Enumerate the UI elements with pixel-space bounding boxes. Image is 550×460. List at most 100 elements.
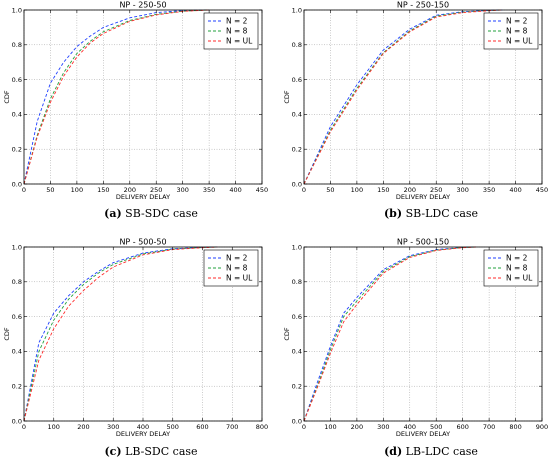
x-tick-label: 400: [509, 186, 521, 194]
figure-caption: (b) SB-LDC case: [384, 207, 478, 220]
chart-title: NP - 500-50: [119, 238, 166, 247]
series-line-1: [303, 9, 503, 185]
chart-title: NP - 250-50: [119, 1, 166, 10]
y-tick-label: 1.0: [12, 6, 22, 14]
y-tick-label: 0.0: [12, 180, 22, 188]
x-tick-label: 500: [430, 423, 442, 431]
series-line-1: [23, 246, 218, 422]
y-axis-label: CDF: [3, 327, 11, 341]
x-tick-label: 400: [137, 423, 149, 431]
x-tick-label: 800: [256, 423, 268, 431]
x-tick-label: 150: [377, 186, 389, 194]
caption-tag: (c): [104, 445, 121, 458]
series-line-2: [303, 9, 503, 185]
y-tick-label: 0.4: [12, 111, 22, 119]
y-tick-label: 0.6: [292, 313, 302, 321]
x-tick-label: 900: [536, 423, 548, 431]
y-tick-label: 0.8: [292, 278, 302, 286]
x-tick-label: 800: [509, 423, 521, 431]
y-tick-label: 0.0: [292, 180, 302, 188]
x-tick-label: 600: [456, 423, 468, 431]
figure-caption: (c) LB-SDC case: [104, 445, 197, 458]
legend-label-2: N = 8: [506, 27, 528, 36]
x-axis-label: DELIVERY DELAY: [396, 193, 450, 201]
y-tick-label: 0.0: [12, 417, 22, 425]
x-tick-label: 300: [456, 186, 468, 194]
x-tick-label: 300: [377, 423, 389, 431]
x-tick-label: 150: [97, 186, 109, 194]
y-tick-label: 0.8: [12, 278, 22, 286]
x-tick-label: 250: [430, 186, 442, 194]
figure-caption: (d) LB-LDC case: [384, 445, 478, 458]
y-tick-label: 0.2: [12, 146, 22, 154]
legend-label-3: N = UL: [506, 274, 533, 283]
series-line-3: [23, 246, 218, 422]
x-tick-label: 350: [483, 186, 495, 194]
x-axis-label: DELIVERY DELAY: [116, 430, 170, 438]
caption-tag: (d): [384, 445, 402, 458]
legend: N = 2N = 8N = UL: [203, 249, 259, 287]
series-line-3: [303, 9, 503, 185]
x-tick-label: 300: [107, 423, 119, 431]
y-tick-label: 0.4: [292, 348, 302, 356]
caption-text: LB-LDC case: [402, 445, 478, 458]
legend-label-2: N = 8: [226, 27, 248, 36]
legend-label-1: N = 2: [226, 254, 248, 263]
figure-caption: (a) SB-SDC case: [104, 207, 198, 220]
series-line-3: [303, 246, 476, 422]
y-tick-label: 0.8: [292, 41, 302, 49]
x-tick-label: 0: [22, 186, 26, 194]
x-tick-label: 100: [48, 423, 60, 431]
series-line-3: [23, 9, 210, 185]
x-tick-label: 0: [302, 186, 306, 194]
legend-label-1: N = 2: [226, 17, 248, 26]
legend-label-1: N = 2: [506, 17, 528, 26]
chart-panel-2: 0 50 100 150 200 250 300 350 400 450 0.0 0.2 0.4 0.6 0…: [283, 1, 548, 221]
y-axis-label: CDF: [3, 90, 11, 104]
legend-label-3: N = UL: [226, 37, 253, 46]
x-tick-label: 400: [229, 186, 241, 194]
caption-tag: (b): [384, 207, 402, 220]
series-line-2: [23, 246, 218, 422]
y-tick-label: 0.6: [292, 76, 302, 84]
y-tick-label: 0.0: [292, 417, 302, 425]
y-tick-label: 0.4: [292, 111, 302, 119]
x-axis-label: DELIVERY DELAY: [396, 430, 450, 438]
x-tick-label: 0: [302, 423, 306, 431]
x-tick-label: 350: [203, 186, 215, 194]
x-tick-label: 50: [46, 186, 54, 194]
y-tick-label: 0.8: [12, 41, 22, 49]
x-axis-label: DELIVERY DELAY: [116, 193, 170, 201]
y-tick-label: 1.0: [292, 243, 302, 251]
axes-frame: [23, 9, 263, 185]
y-tick-label: 1.0: [12, 243, 22, 251]
chart-panel-4: 0 100 200 300 400 500 600 700 800 900 0.0 0.2 0.4 0.6…: [283, 238, 548, 459]
chart-title: NP - 250-150: [397, 1, 449, 10]
series-line-2: [303, 246, 476, 422]
legend-label-2: N = 8: [226, 264, 248, 273]
caption-text: LB-SDC case: [122, 445, 198, 458]
chart-panel-3: 0 100 200 300 400 500 600 700 800 0.0 0.2 0.4 0.6 0.8…: [3, 238, 268, 459]
x-tick-label: 200: [351, 423, 363, 431]
y-tick-label: 0.6: [12, 313, 22, 321]
axes-frame: [303, 246, 543, 422]
caption-text: SB-SDC case: [122, 207, 198, 220]
y-axis-label: CDF: [283, 90, 291, 104]
legend-label-2: N = 8: [506, 264, 528, 273]
x-tick-label: 500: [167, 423, 179, 431]
legend-label-3: N = UL: [226, 274, 253, 283]
axes-frame: [303, 9, 543, 185]
x-tick-label: 100: [71, 186, 83, 194]
legend-label-1: N = 2: [506, 254, 528, 263]
x-tick-label: 700: [483, 423, 495, 431]
x-tick-label: 200: [404, 186, 416, 194]
x-tick-label: 400: [404, 423, 416, 431]
x-tick-label: 450: [536, 186, 548, 194]
y-tick-label: 1.0: [292, 6, 302, 14]
x-tick-label: 100: [351, 186, 363, 194]
y-tick-label: 0.2: [292, 146, 302, 154]
y-tick-label: 0.4: [12, 348, 22, 356]
x-tick-label: 200: [77, 423, 89, 431]
legend: N = 2N = 8N = UL: [483, 12, 539, 50]
